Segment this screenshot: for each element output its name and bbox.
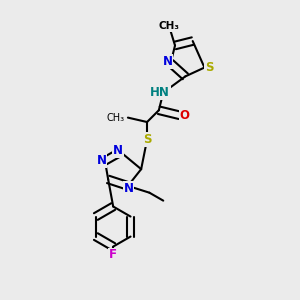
Text: CH₃: CH₃ [159,21,180,31]
Text: HN: HN [150,86,170,99]
Text: F: F [109,248,117,261]
Text: N: N [113,144,123,158]
Text: N: N [163,55,173,68]
Text: N: N [96,154,106,167]
Text: O: O [180,109,190,122]
Text: S: S [205,61,213,74]
Text: N: N [124,182,134,195]
Text: S: S [143,133,151,146]
Text: CH₃: CH₃ [107,112,125,123]
